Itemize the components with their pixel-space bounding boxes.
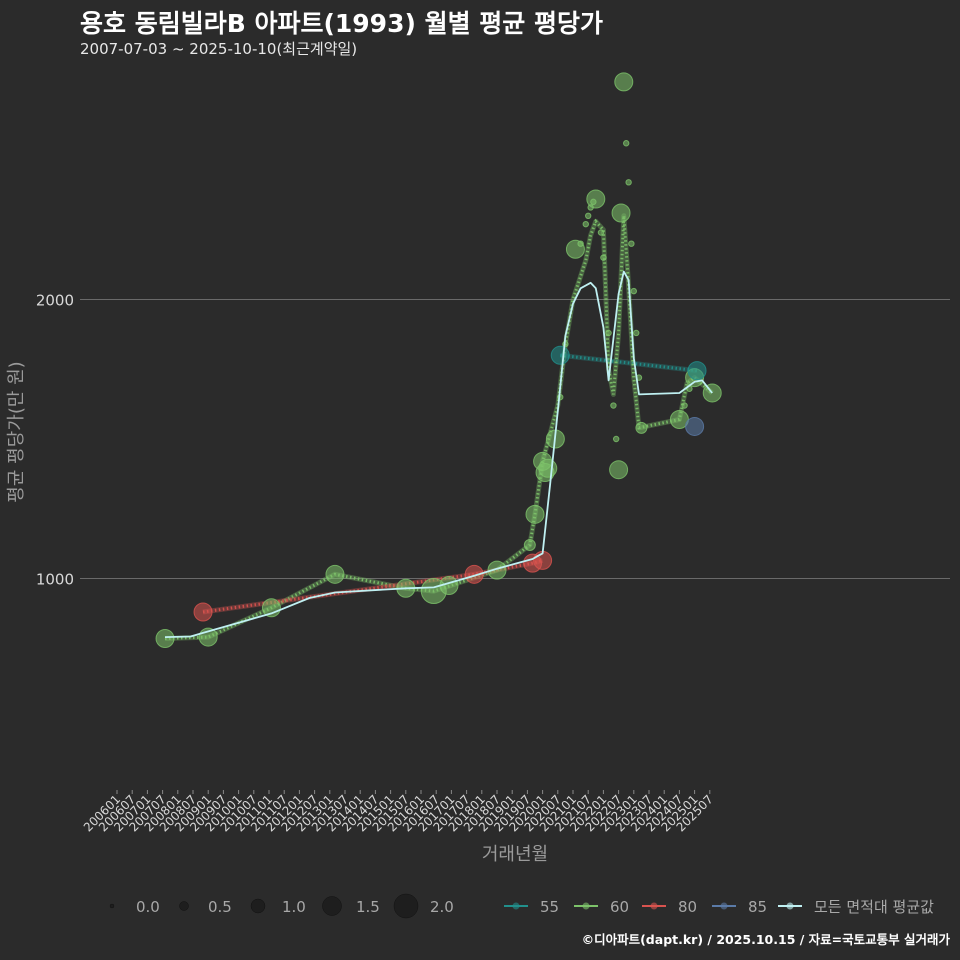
series-layer <box>164 213 714 641</box>
bubble-60 <box>600 254 607 261</box>
bubble-60 <box>635 421 648 434</box>
color-legend-label: 60 <box>610 898 629 916</box>
color-legend-label: 모든 면적대 평균값 <box>814 898 934 916</box>
source-caption: ©디아파트(dapt.kr) / 2025.10.15 / 자료=국토교통부 실… <box>581 932 950 947</box>
bubble-60 <box>628 240 635 247</box>
bubble-60 <box>614 72 634 92</box>
bubble-80 <box>193 602 213 622</box>
bubble-60 <box>609 460 629 480</box>
bubble-60 <box>611 203 631 223</box>
size-legend-label: 2.0 <box>430 898 454 916</box>
bubble-60 <box>523 539 536 552</box>
y-axis-label: 평균 평당가(만 원) <box>6 361 27 502</box>
size-legend: 0.0 0.5 1.0 1.5 2.0 <box>109 893 454 919</box>
size-legend-dot <box>109 903 115 909</box>
bubble-60 <box>633 329 640 337</box>
bubble-60 <box>630 287 637 295</box>
y-axis-ticks: 1000 2000 <box>36 292 74 589</box>
color-legend-dot <box>582 902 590 910</box>
color-legend-dot <box>720 902 728 910</box>
color-legend-dot <box>512 902 520 910</box>
bubble-60 <box>585 212 592 220</box>
bubble-60 <box>597 229 605 236</box>
average-line-layer <box>164 270 713 638</box>
size-legend-label: 1.5 <box>356 898 380 916</box>
chart-title: 용호 동림빌라B 아파트(1993) 월별 평균 평당가 <box>80 9 604 38</box>
size-legend-dot <box>250 898 266 914</box>
bubble-60 <box>681 402 688 409</box>
bubble-60 <box>538 458 558 478</box>
average-line <box>164 270 713 638</box>
color-legend-dot <box>786 902 794 910</box>
y-tick-label: 2000 <box>36 292 74 310</box>
color-legend-dot <box>650 902 658 910</box>
bubble-layer <box>155 72 722 648</box>
bubble-60 <box>586 189 606 209</box>
bubble-55 <box>550 345 570 365</box>
bubble-85 <box>685 416 705 436</box>
series-line-60 <box>164 213 714 641</box>
bubble-55 <box>687 361 707 381</box>
bubble-60 <box>577 240 584 247</box>
bubble-60 <box>623 140 630 147</box>
color-legend-label: 80 <box>678 898 697 916</box>
gridlines <box>80 299 950 579</box>
chart-subtitle: 2007-07-03 ~ 2025-10-10(최근계약일) <box>80 40 358 58</box>
x-axis-label: 거래년월 <box>482 844 548 865</box>
size-legend-label: 0.5 <box>208 898 232 916</box>
bubble-60 <box>610 402 617 409</box>
x-axis-ticks: 2006012006072007012007072008012008072009… <box>81 790 716 835</box>
y-tick-label: 1000 <box>36 571 74 589</box>
bubble-60 <box>487 560 507 580</box>
color-legend: 55 60 80 85 모든 면적대 평균값 <box>504 898 934 916</box>
bubble-60 <box>625 179 632 186</box>
bubble-60 <box>605 329 612 337</box>
color-legend-label: 85 <box>748 898 767 916</box>
bubble-60 <box>155 628 175 648</box>
bubble-60 <box>525 504 545 524</box>
size-legend-label: 0.0 <box>136 898 160 916</box>
bubble-60 <box>582 220 589 228</box>
bubble-80 <box>464 564 484 584</box>
color-legend-label: 55 <box>540 898 559 916</box>
size-legend-dot <box>179 901 189 911</box>
bubble-60 <box>612 435 620 443</box>
bubble-60 <box>325 564 345 584</box>
size-legend-label: 1.0 <box>282 898 306 916</box>
series-beads-55 <box>560 353 698 373</box>
size-legend-dot <box>393 893 419 919</box>
size-legend-dot <box>322 896 342 916</box>
